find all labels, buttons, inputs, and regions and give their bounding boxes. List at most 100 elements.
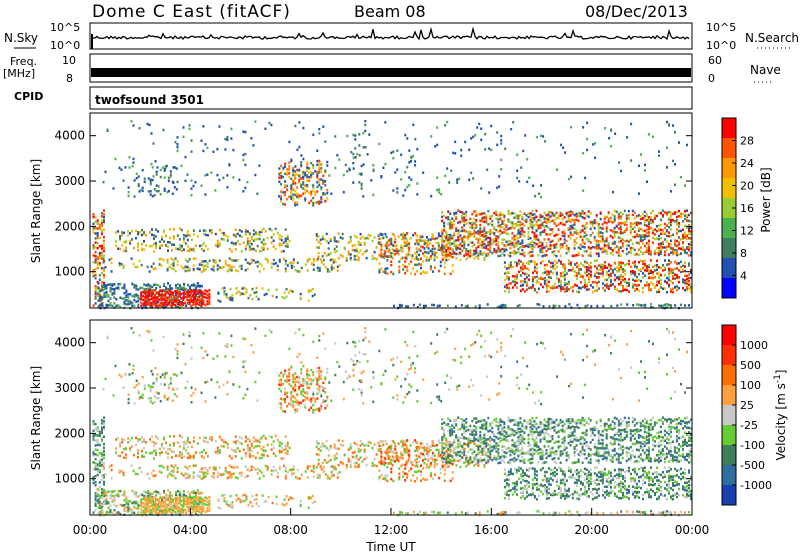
data-cell — [203, 250, 205, 253]
data-cell — [301, 267, 303, 270]
data-cell — [192, 290, 194, 293]
data-cell — [630, 159, 632, 162]
data-cell — [408, 242, 410, 245]
data-cell — [678, 253, 680, 256]
data-cell — [97, 261, 99, 264]
data-cell — [491, 242, 493, 245]
data-cell — [188, 501, 190, 504]
data-cell — [181, 250, 183, 253]
data-cell — [97, 454, 99, 457]
data-cell — [156, 296, 158, 299]
data-cell — [296, 169, 298, 172]
data-cell — [354, 235, 356, 238]
data-cell — [556, 168, 558, 171]
data-cell — [656, 281, 658, 284]
data-cell — [624, 264, 626, 267]
data-cell — [614, 274, 616, 277]
data-cell — [584, 305, 586, 308]
data-cell — [176, 302, 178, 305]
data-cell — [257, 245, 259, 248]
data-cell — [208, 500, 210, 503]
data-cell — [223, 290, 225, 293]
data-cell — [481, 220, 483, 223]
data-cell — [158, 498, 160, 501]
data-cell — [678, 262, 680, 265]
data-cell — [322, 175, 324, 178]
data-cell — [201, 244, 203, 247]
data-cell — [544, 254, 546, 256]
data-cell — [386, 255, 388, 258]
data-cell — [218, 125, 220, 128]
data-cell — [285, 268, 287, 271]
data-cell — [168, 496, 170, 499]
data-cell — [676, 262, 678, 265]
data-cell — [176, 290, 178, 293]
data-cell — [336, 240, 338, 243]
data-cell — [638, 284, 640, 287]
data-cell — [650, 227, 652, 230]
data-cell — [600, 269, 602, 272]
data-cell — [125, 247, 127, 250]
data-cell — [562, 147, 564, 150]
data-cell — [390, 255, 392, 258]
data-cell — [245, 245, 247, 248]
data-cell — [197, 489, 199, 492]
data-cell — [196, 293, 198, 296]
data-cell — [600, 227, 602, 230]
data-cell — [598, 244, 600, 247]
data-cell — [221, 474, 223, 477]
data-cell — [95, 293, 97, 296]
data-cell — [481, 246, 483, 249]
data-cell — [206, 297, 208, 300]
data-cell — [644, 164, 646, 167]
data-cell — [174, 299, 176, 302]
data-cell — [102, 509, 104, 512]
data-cell — [390, 271, 392, 274]
data-cell — [282, 191, 284, 194]
data-cell — [217, 471, 219, 474]
data-cell — [324, 238, 326, 241]
data-cell — [101, 461, 103, 464]
data-cell — [333, 267, 335, 270]
data-cell — [298, 169, 300, 172]
data-cell — [158, 299, 160, 302]
data-cell — [554, 250, 556, 253]
data-cell — [125, 303, 127, 306]
data-cell — [463, 255, 465, 258]
data-cell — [588, 281, 590, 284]
data-cell — [292, 167, 294, 170]
data-cell — [263, 475, 265, 478]
data-cell — [682, 220, 684, 223]
data-cell — [430, 255, 432, 258]
data-cell — [156, 301, 158, 304]
data-cell — [156, 298, 158, 301]
data-cell — [110, 302, 112, 305]
data-cell — [666, 303, 668, 306]
data-cell — [570, 219, 572, 222]
data-cell — [155, 474, 157, 477]
data-cell — [255, 231, 257, 234]
data-cell — [546, 287, 548, 290]
data-cell — [105, 171, 107, 174]
data-cell — [184, 293, 186, 296]
data-cell — [404, 236, 406, 239]
data-cell — [568, 250, 570, 253]
data-cell — [444, 257, 446, 260]
data-cell — [390, 243, 392, 246]
data-cell — [576, 254, 578, 257]
data-cell — [578, 268, 580, 271]
data-cell — [322, 192, 324, 195]
data-cell — [618, 236, 620, 239]
data-cell — [642, 260, 644, 263]
data-cell — [668, 226, 670, 229]
data-cell — [257, 238, 259, 241]
data-cell — [384, 121, 386, 124]
data-cell — [203, 242, 205, 245]
data-cell — [576, 215, 578, 218]
data-cell — [284, 297, 286, 300]
data-cell — [400, 178, 402, 181]
data-cell — [684, 249, 686, 252]
data-cell — [139, 467, 141, 470]
data-cell — [542, 260, 544, 263]
data-cell — [253, 239, 255, 242]
